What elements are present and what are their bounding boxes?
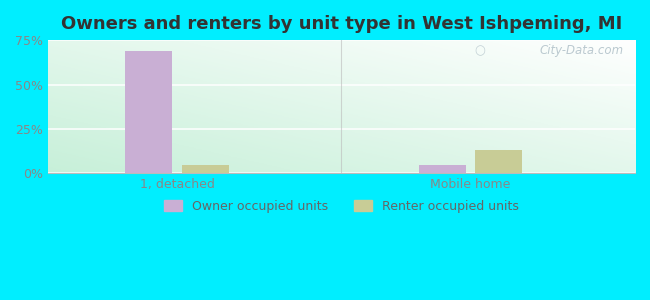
Legend: Owner occupied units, Renter occupied units: Owner occupied units, Renter occupied un… — [159, 195, 524, 218]
Bar — [475, 150, 522, 173]
Bar — [125, 51, 172, 173]
Bar — [419, 165, 466, 173]
Text: City-Data.com: City-Data.com — [539, 44, 623, 57]
Text: ○: ○ — [474, 44, 486, 57]
Bar — [182, 165, 229, 173]
Title: Owners and renters by unit type in West Ishpeming, MI: Owners and renters by unit type in West … — [61, 15, 622, 33]
